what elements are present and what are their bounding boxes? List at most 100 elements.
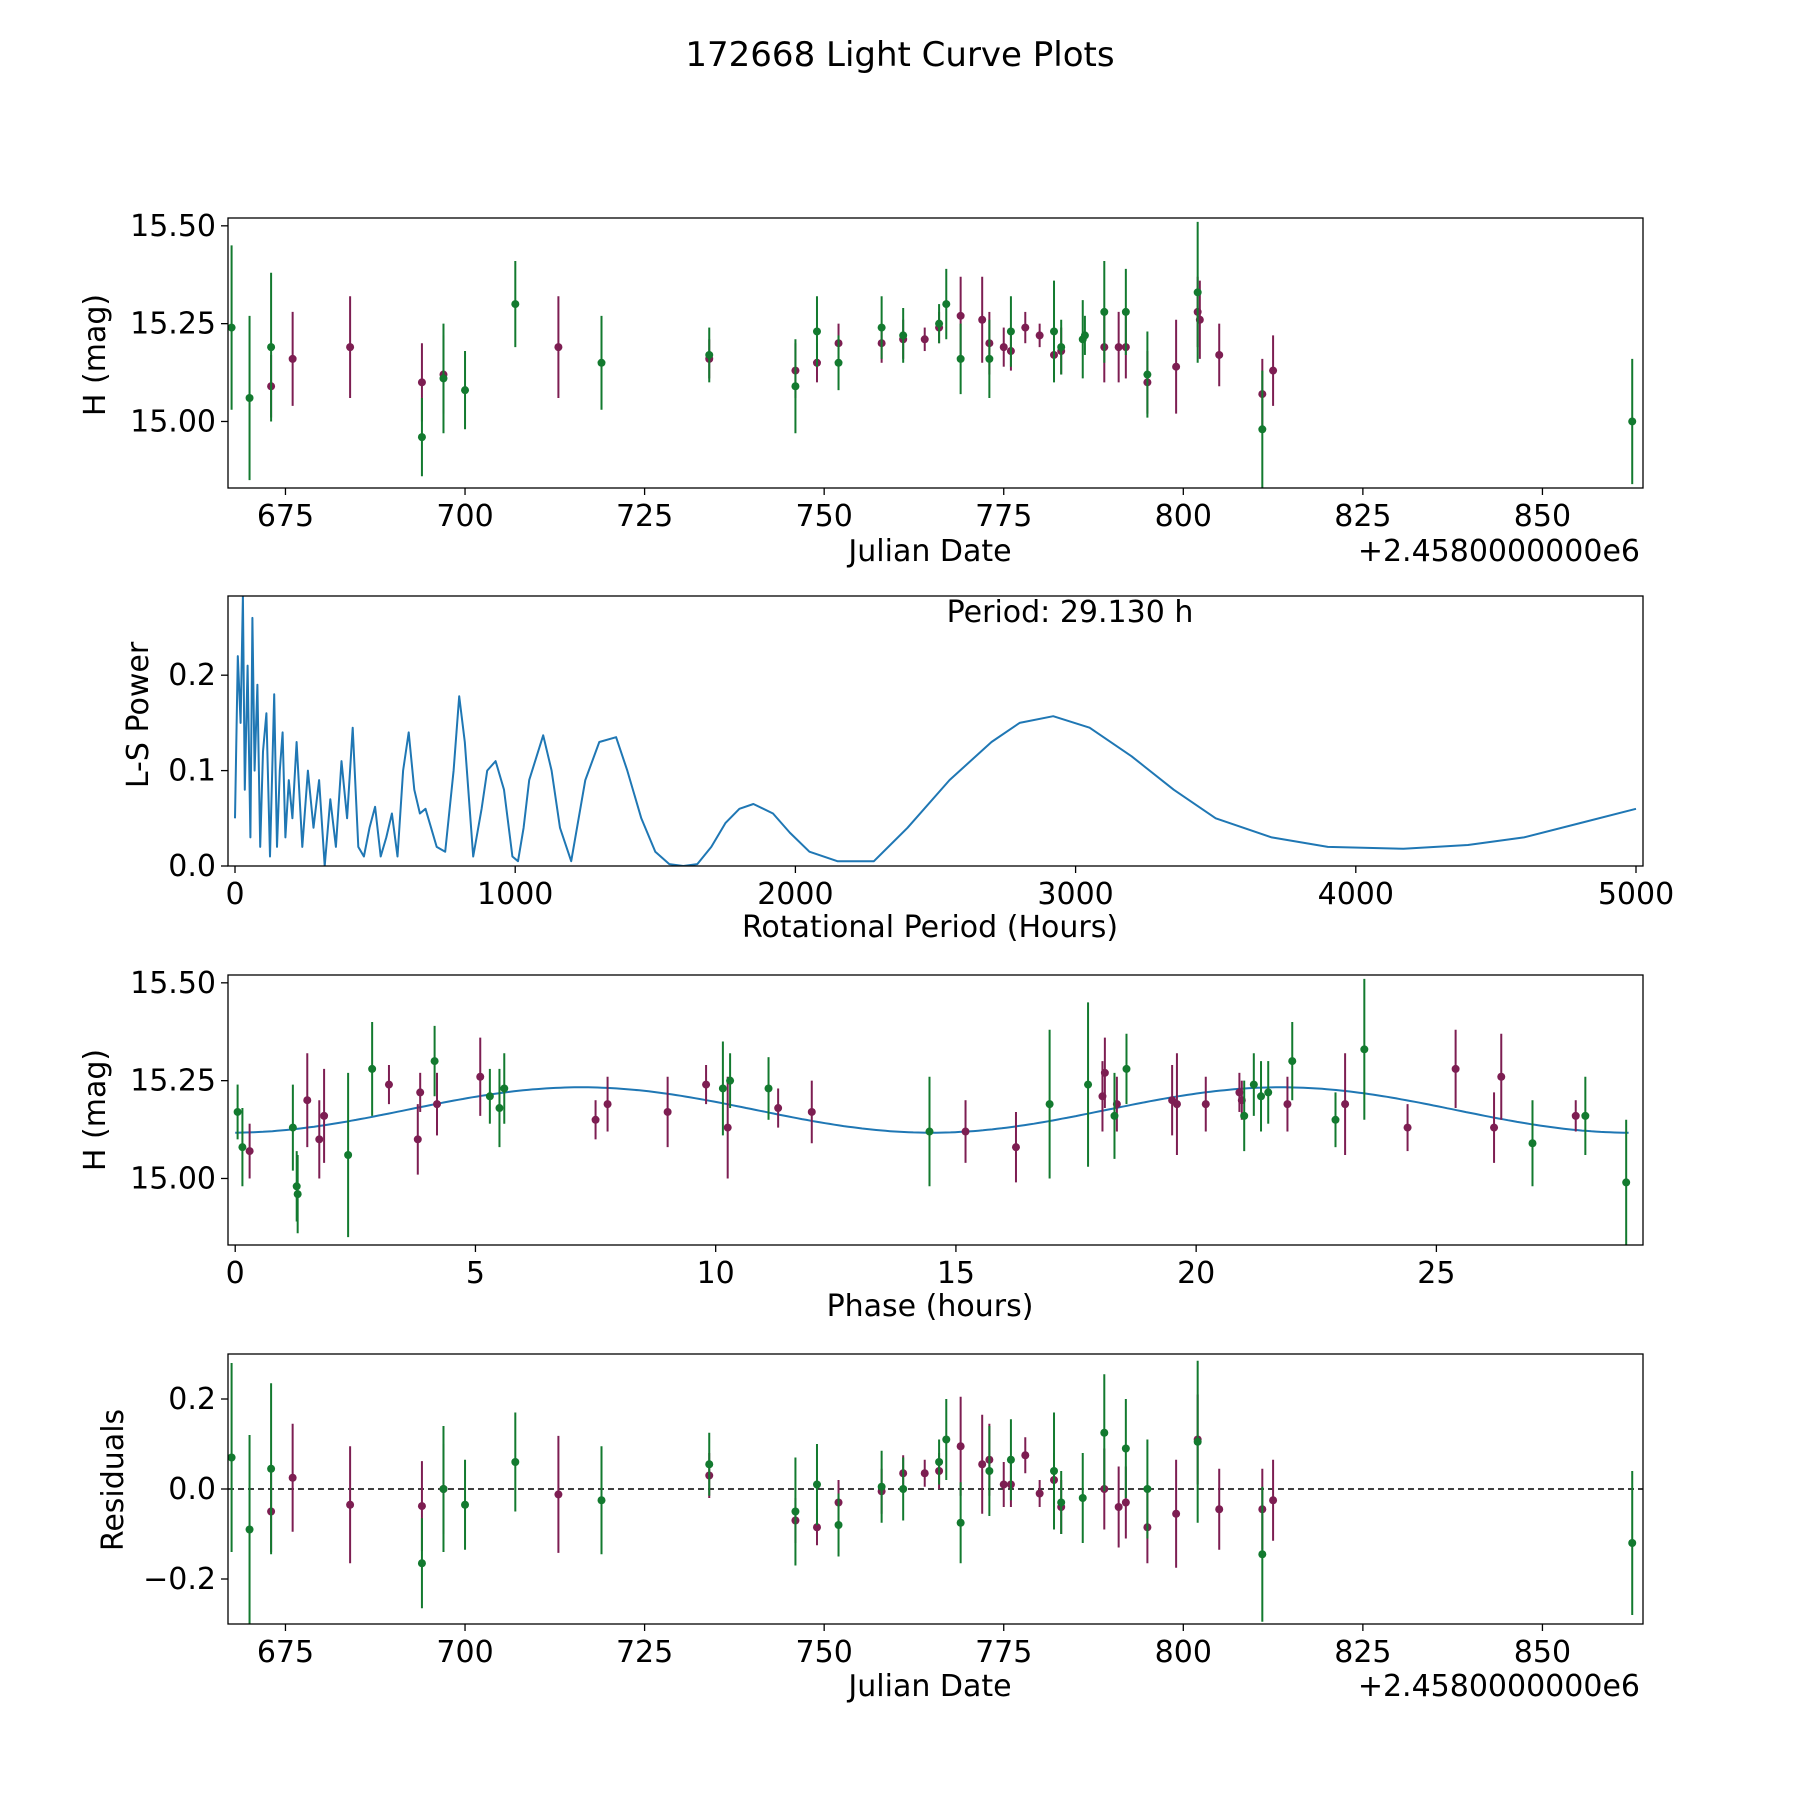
filter-b-data-point bbox=[899, 1485, 908, 1493]
filter-b-data-point bbox=[1050, 327, 1059, 336]
filter-b-data-point bbox=[461, 1500, 470, 1509]
filter-a-data-point bbox=[723, 1123, 732, 1132]
filter-a-data-point bbox=[433, 1100, 442, 1109]
filter-b-data-point bbox=[718, 1084, 727, 1093]
filter-b-data-point bbox=[1528, 1139, 1537, 1148]
filter-b-data-point bbox=[1143, 370, 1152, 379]
filter-b-data-point bbox=[597, 358, 606, 367]
filter-b-data-point bbox=[791, 382, 800, 391]
filter-b-data-point bbox=[899, 331, 908, 340]
light-curve-ytick-label: 15.25 bbox=[130, 307, 216, 342]
filter-b-data-point bbox=[1264, 1088, 1273, 1097]
phase-folded-xtick-label: 0 bbox=[226, 1256, 245, 1291]
light-curve-ylabel: H (mag) bbox=[78, 294, 113, 416]
periodogram-ylabel: L-S Power bbox=[121, 641, 156, 788]
periodogram-panel: L-S Power Rotational Period (Hours) Peri… bbox=[121, 595, 1674, 945]
phase-folded-ytick-label: 15.50 bbox=[130, 966, 216, 1001]
phase-folded-xtick-label: 15 bbox=[937, 1256, 975, 1291]
filter-b-data-point bbox=[267, 343, 276, 352]
filter-b-data-point bbox=[935, 1458, 944, 1466]
filter-a-data-point bbox=[1114, 343, 1123, 352]
filter-b-data-point bbox=[812, 1480, 821, 1489]
filter-b-data-point bbox=[1257, 1092, 1266, 1101]
light-curve-axes-frame bbox=[227, 217, 1644, 489]
filter-b-data-point bbox=[942, 300, 951, 309]
residuals-axes-frame bbox=[227, 1353, 1644, 1625]
filter-a-data-point bbox=[702, 1080, 711, 1089]
filter-a-data-point bbox=[346, 1500, 355, 1509]
filter-a-data-point bbox=[774, 1104, 783, 1113]
residuals-xtick-label: 800 bbox=[1155, 1635, 1212, 1670]
filter-b-data-point bbox=[495, 1104, 504, 1113]
filter-a-data-point bbox=[1201, 1100, 1210, 1109]
light-curve-xtick-label: 725 bbox=[616, 499, 673, 534]
filter-a-data-point bbox=[1403, 1123, 1412, 1132]
filter-a-data-point bbox=[346, 343, 355, 352]
filter-a-data-point bbox=[961, 1127, 970, 1136]
periodogram-xtick-label: 4000 bbox=[1318, 877, 1394, 912]
filter-b-data-point bbox=[705, 1460, 714, 1469]
phase-folded-xtick-label: 20 bbox=[1177, 1256, 1215, 1291]
filter-b-data-point bbox=[1628, 1539, 1637, 1547]
filter-b-data-point bbox=[245, 394, 254, 402]
filter-b-data-point bbox=[1110, 1111, 1119, 1120]
light-curve-ytick-label: 15.50 bbox=[130, 209, 216, 244]
residuals-ytick-label: −0.2 bbox=[143, 1562, 216, 1597]
light-curve-plot-area bbox=[228, 221, 1637, 488]
periodogram-plot-area bbox=[234, 596, 1637, 866]
phase-folded-xlabel: Phase (hours) bbox=[827, 1289, 1034, 1324]
filter-a-data-point bbox=[1172, 1509, 1181, 1518]
filter-b-data-point bbox=[500, 1084, 509, 1093]
filter-a-data-point bbox=[999, 1480, 1008, 1489]
filter-a-data-point bbox=[1100, 1068, 1109, 1077]
residuals-xlabel: Julian Date bbox=[846, 1669, 1011, 1704]
filter-b-data-point bbox=[1057, 1498, 1066, 1507]
filter-a-data-point bbox=[416, 1088, 425, 1097]
residuals-xtick-label: 825 bbox=[1334, 1635, 1391, 1670]
filter-b-data-point bbox=[417, 1559, 426, 1568]
filter-b-data-point bbox=[511, 300, 520, 309]
phase-folded-xtick-label: 5 bbox=[466, 1256, 485, 1291]
filter-a-data-point bbox=[1021, 323, 1030, 332]
filter-a-data-point bbox=[920, 335, 929, 344]
filter-a-data-point bbox=[1215, 1505, 1224, 1514]
filter-b-data-point bbox=[925, 1127, 934, 1136]
filter-a-data-point bbox=[591, 1115, 600, 1124]
filter-b-data-point bbox=[1006, 327, 1015, 336]
filter-b-data-point bbox=[245, 1525, 254, 1534]
filter-b-data-point bbox=[344, 1151, 353, 1159]
filter-a-data-point bbox=[303, 1096, 312, 1105]
filter-b-data-point bbox=[1331, 1115, 1340, 1124]
residuals-ytick-label: 0.2 bbox=[168, 1382, 216, 1417]
residuals-plot-area bbox=[228, 1360, 1643, 1624]
filter-a-data-point bbox=[1215, 350, 1224, 359]
filter-b-data-point bbox=[439, 1485, 448, 1493]
phase-folded-panel: H (mag) Phase (hours) 0 5 10 15 20 25 15.00 15.… bbox=[78, 966, 1644, 1324]
filter-a-data-point bbox=[1451, 1064, 1460, 1073]
filter-b-data-point bbox=[1193, 1437, 1202, 1446]
filter-a-data-point bbox=[1021, 1451, 1030, 1460]
filter-b-data-point bbox=[942, 1435, 951, 1444]
periodogram-xtick-label: 2000 bbox=[757, 877, 833, 912]
filter-b-data-point bbox=[1622, 1178, 1631, 1187]
residuals-offset-label: +2.4580000000e6 bbox=[1358, 1669, 1640, 1704]
filter-b-data-point bbox=[1050, 1467, 1059, 1475]
filter-b-data-point bbox=[267, 1464, 276, 1473]
residuals-panel: Residuals Julian Date +2.4580000000e6 67… bbox=[96, 1353, 1644, 1704]
filter-b-data-point bbox=[877, 323, 886, 332]
filter-b-data-point bbox=[1084, 1080, 1093, 1089]
filter-b-data-point bbox=[1080, 331, 1089, 340]
filter-a-data-point bbox=[417, 1502, 426, 1511]
filter-a-data-point bbox=[288, 354, 297, 363]
residuals-xtick-label: 725 bbox=[616, 1635, 673, 1670]
filter-b-data-point bbox=[985, 354, 994, 363]
filter-b-data-point bbox=[228, 1453, 236, 1462]
filter-a-data-point bbox=[1490, 1123, 1499, 1132]
filter-b-data-point bbox=[705, 350, 714, 359]
periodogram-xtick-label: 1000 bbox=[477, 877, 553, 912]
phase-folded-axes-frame bbox=[227, 974, 1644, 1246]
filter-b-data-point bbox=[834, 1521, 843, 1529]
filter-a-data-point bbox=[554, 343, 563, 352]
phase-folded-ytick-label: 15.00 bbox=[130, 1161, 216, 1196]
